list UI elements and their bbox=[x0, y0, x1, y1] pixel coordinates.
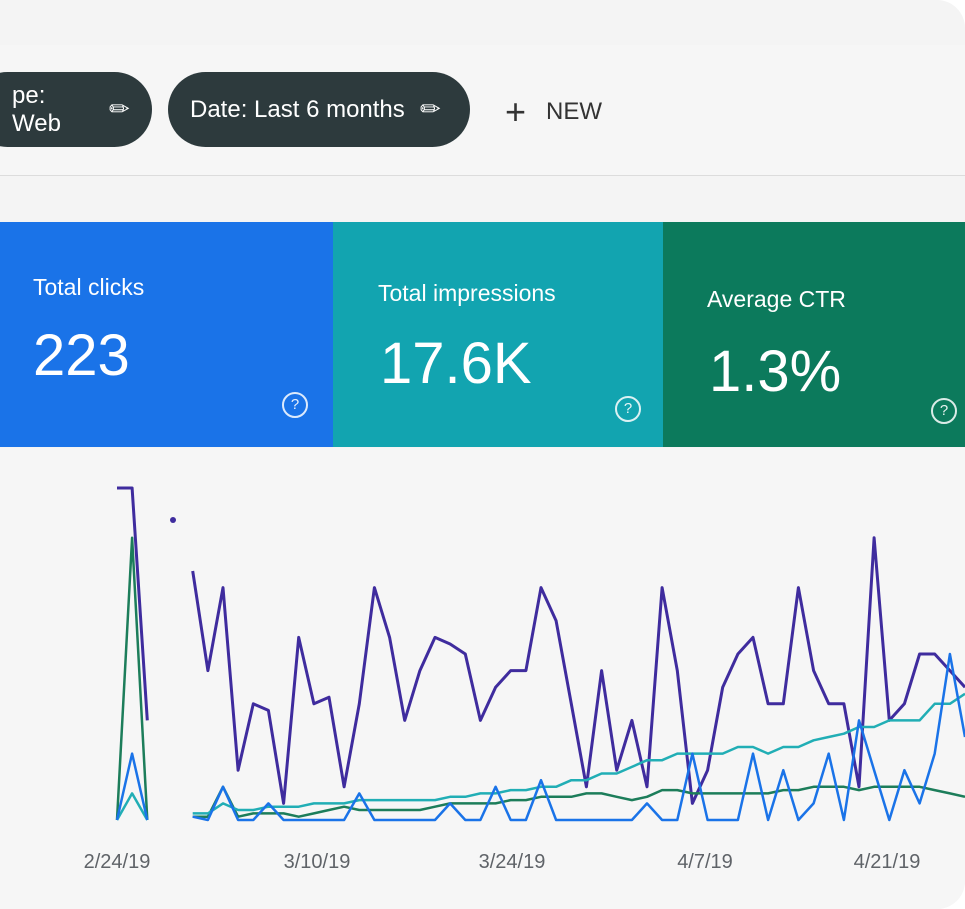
pencil-icon[interactable]: ✎ bbox=[103, 92, 137, 127]
metric-value: 223 bbox=[33, 323, 130, 388]
metric-label: Total clicks bbox=[33, 274, 145, 300]
new-filter-label: NEW bbox=[546, 98, 603, 125]
plus-icon: + bbox=[505, 91, 527, 132]
performance-chart[interactable]: 2/24/19 3/10/19 3/24/19 4/7/19 4/21/19 bbox=[0, 448, 965, 909]
filter-chip-date[interactable]: Date: Last 6 months ✎ bbox=[168, 72, 470, 147]
series-line-3-segment-0 bbox=[115, 752, 149, 821]
help-circle-icon[interactable]: ? bbox=[282, 392, 308, 418]
x-tick-label: 4/7/19 bbox=[677, 851, 733, 873]
metric-card-total-impressions[interactable]: Total impressions 17.6K ? bbox=[333, 222, 663, 447]
filter-chip-label: Date: Last 6 months bbox=[190, 95, 405, 123]
performance-chart-svg: 2/24/19 3/10/19 3/24/19 4/7/19 4/21/19 bbox=[84, 486, 965, 873]
metric-label: Average CTR bbox=[707, 286, 846, 312]
series-line-2-segment-0 bbox=[115, 792, 149, 821]
series-line-3-segment-1 bbox=[192, 652, 965, 822]
metric-value: 17.6K bbox=[380, 331, 532, 396]
pencil-icon[interactable]: ✎ bbox=[414, 92, 448, 127]
series-line-2-segment-1 bbox=[192, 692, 965, 815]
series-point bbox=[170, 517, 176, 523]
filter-chip-search-type[interactable]: pe: Web ✎ bbox=[0, 72, 152, 147]
x-tick-label: 3/24/19 bbox=[479, 851, 546, 873]
metric-card-average-ctr[interactable]: Average CTR 1.3% ? bbox=[663, 222, 965, 447]
x-tick-label: 2/24/19 bbox=[84, 851, 151, 873]
metric-card-total-clicks[interactable]: Total clicks 223 ? bbox=[0, 222, 333, 447]
series-line-0-segment-1 bbox=[191, 536, 965, 805]
x-tick-label: 3/10/19 bbox=[284, 851, 351, 873]
help-circle-icon[interactable]: ? bbox=[615, 396, 641, 422]
metric-value: 1.3% bbox=[709, 339, 842, 404]
new-filter-button[interactable]: + NEW bbox=[505, 91, 603, 132]
x-tick-label: 4/21/19 bbox=[854, 851, 921, 873]
series-line-0-segment-0 bbox=[117, 486, 149, 721]
help-circle-icon[interactable]: ? bbox=[931, 398, 957, 424]
metric-label: Total impressions bbox=[378, 280, 556, 306]
series-line-1-segment-0 bbox=[115, 536, 149, 821]
filter-chip-label: pe: Web bbox=[12, 81, 61, 137]
filter-bar bbox=[0, 45, 965, 176]
